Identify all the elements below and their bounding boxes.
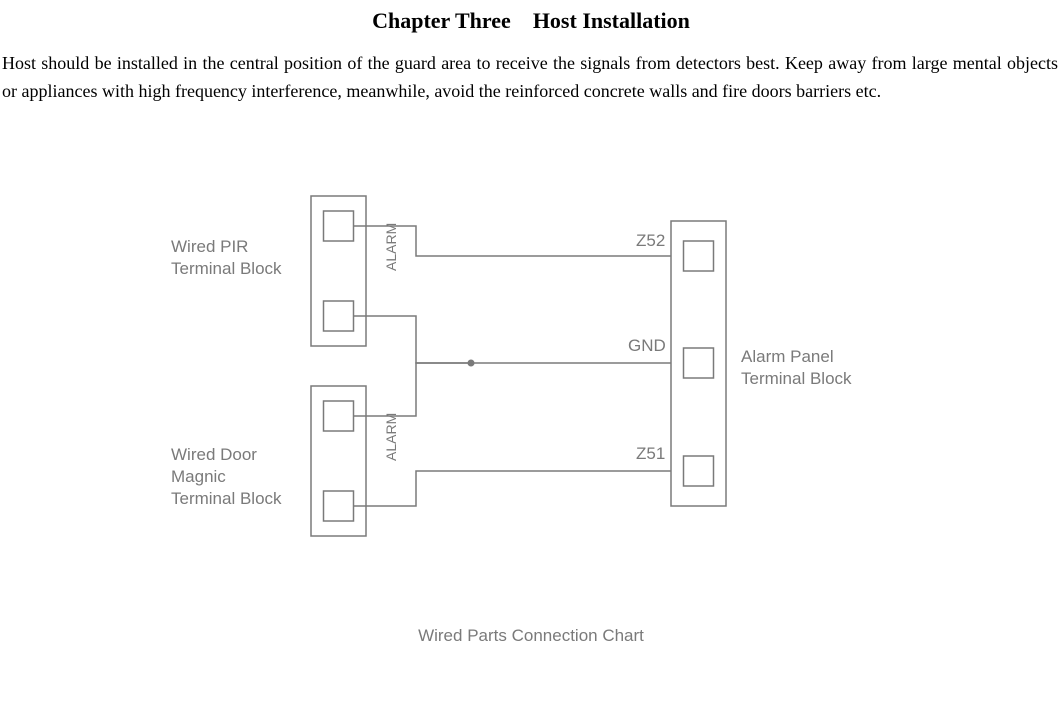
- panel-terminal-z52: [684, 241, 714, 271]
- panel-terminal-z51: [684, 456, 714, 486]
- panel-terminal-gnd: [684, 348, 714, 378]
- door-block-outline: [311, 386, 366, 536]
- gnd-label: GND: [628, 336, 666, 355]
- door-terminal-1: [324, 401, 354, 431]
- diagram-svg: ALARM ALARM Z52 GND Z51: [131, 166, 931, 616]
- door-block-label: Wired Door Magnic Terminal Block: [171, 444, 282, 510]
- z51-label: Z51: [636, 444, 665, 463]
- pir-block-label: Wired PIR Terminal Block: [171, 236, 282, 280]
- door-terminal-2: [324, 491, 354, 521]
- diagram-caption: Wired Parts Connection Chart: [131, 626, 931, 646]
- wire-door-gnd: [353, 363, 471, 416]
- pir-terminal-2: [324, 301, 354, 331]
- alarm-label-1: ALARM: [383, 223, 399, 271]
- z52-label: Z52: [636, 231, 665, 250]
- pir-block-outline: [311, 196, 366, 346]
- panel-block-label: Alarm Panel Terminal Block: [741, 346, 852, 390]
- chapter-title: Chapter Three Host Installation: [0, 0, 1062, 50]
- wire-pir-gnd: [353, 316, 471, 363]
- alarm-label-2: ALARM: [383, 413, 399, 461]
- wire-door-z51: [353, 471, 671, 506]
- wire-pir-z52: [353, 226, 671, 256]
- pir-terminal-1: [324, 211, 354, 241]
- intro-paragraph: Host should be installed in the central …: [0, 50, 1062, 106]
- panel-block-outline: [671, 221, 726, 506]
- wiring-diagram: ALARM ALARM Z52 GND Z51 Wired PIR Termin…: [131, 166, 931, 616]
- wire-junction-dot: [468, 359, 475, 366]
